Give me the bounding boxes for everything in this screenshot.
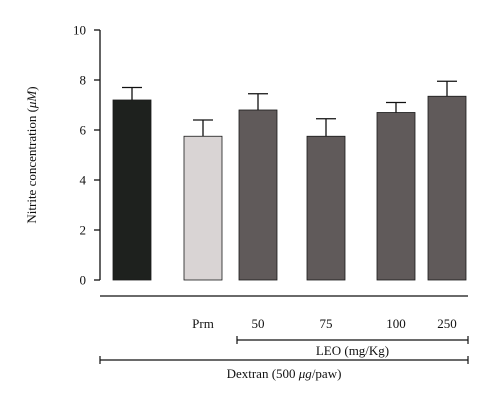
group-label: LEO (mg/Kg) xyxy=(316,343,389,358)
bar xyxy=(306,135,346,281)
x-tick-label: 100 xyxy=(386,316,406,331)
y-tick-label: 2 xyxy=(80,223,87,238)
error-bars-layer xyxy=(122,80,457,137)
y-axis-title-suffix: ) xyxy=(24,86,39,90)
y-tick-label: 8 xyxy=(80,73,87,88)
y-axis-title: Nitrite concentration (μM) xyxy=(24,86,39,223)
bars-layer xyxy=(112,95,467,281)
group-label: Dextran (500 μg/paw) xyxy=(227,366,342,381)
y-axis-title-prefix: Nitrite concentration ( xyxy=(24,108,39,224)
bar xyxy=(427,95,467,281)
y-tick-label: 0 xyxy=(80,273,87,288)
y-tick-label: 4 xyxy=(80,173,87,188)
bar xyxy=(112,99,152,281)
x-tick-labels: Prm 50 75 100 250 xyxy=(192,316,457,331)
x-tick-label: 50 xyxy=(252,316,265,331)
y-tick-label: 10 xyxy=(73,23,86,38)
x-tick-label: 250 xyxy=(437,316,457,331)
bar xyxy=(183,135,223,281)
bar xyxy=(238,109,278,281)
x-tick-label: Prm xyxy=(192,316,214,331)
y-axis-title-unit: μM xyxy=(24,90,39,110)
y-tick-label: 6 xyxy=(80,123,87,138)
bar xyxy=(376,112,416,281)
group-brackets: LEO (mg/Kg) Dextran (500 μg/paw) xyxy=(99,336,469,381)
x-tick-label: 75 xyxy=(320,316,333,331)
y-ticks: 0 2 4 6 8 10 xyxy=(73,23,100,288)
